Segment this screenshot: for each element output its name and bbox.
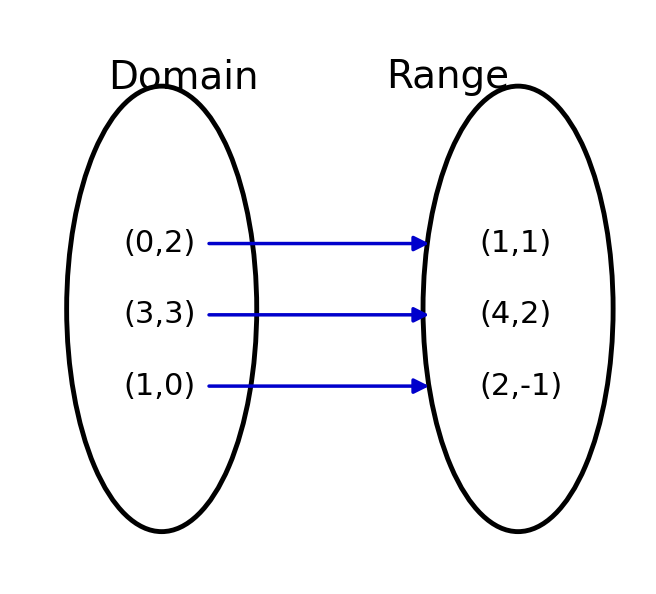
Text: (1,0): (1,0): [123, 372, 195, 400]
Ellipse shape: [423, 86, 613, 532]
Ellipse shape: [67, 86, 256, 532]
Text: (3,3): (3,3): [123, 301, 195, 329]
Text: (1,1): (1,1): [480, 229, 552, 258]
Text: Range: Range: [386, 58, 509, 96]
Text: (0,2): (0,2): [123, 229, 195, 258]
Text: (2,-1): (2,-1): [480, 372, 563, 400]
Text: Domain: Domain: [108, 58, 258, 96]
Text: (4,2): (4,2): [480, 301, 552, 329]
